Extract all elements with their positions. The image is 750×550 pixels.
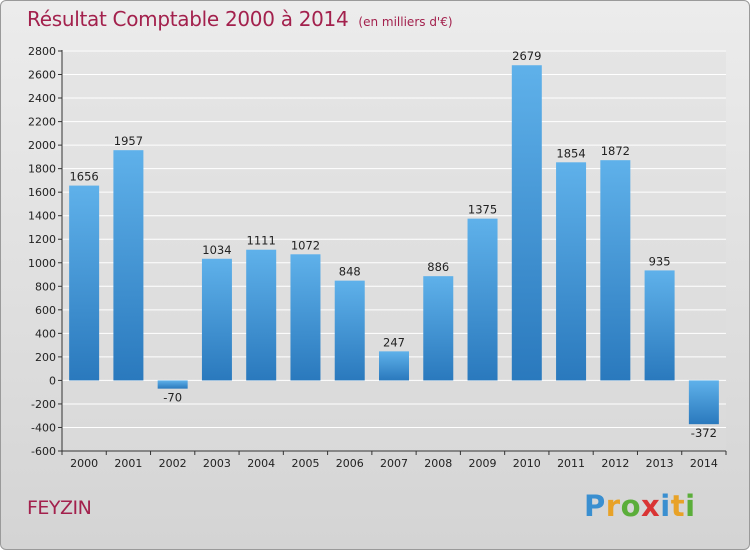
y-tick-label: -600	[31, 445, 56, 458]
y-tick-label: 2000	[28, 139, 56, 152]
data-label: 247	[383, 335, 405, 349]
y-tick-label: 1800	[28, 163, 56, 176]
y-tick-label: 2400	[28, 92, 56, 105]
x-tick-label: 2005	[291, 457, 319, 470]
x-tick-label: 2004	[247, 457, 275, 470]
bar-2003	[201, 258, 232, 381]
data-label: 935	[649, 254, 671, 268]
x-tick-label: 2007	[380, 457, 408, 470]
data-label: 1854	[556, 146, 585, 160]
bar-2006	[334, 280, 365, 381]
x-tick-label: 2003	[203, 457, 231, 470]
bar-2007	[379, 351, 409, 381]
bar-2002	[157, 380, 188, 389]
y-tick-label: 2800	[28, 45, 56, 58]
y-tick-label: 0	[49, 374, 56, 387]
chart-subtitle: (en milliers d'€)	[358, 15, 453, 29]
y-tick-label: 2200	[28, 116, 56, 129]
logo-letter: o	[620, 489, 642, 523]
y-tick-label: -400	[31, 421, 56, 434]
y-tick-label: 400	[35, 327, 56, 340]
x-tick-label: 2001	[114, 457, 142, 470]
commune-name: FEYZIN	[27, 497, 92, 519]
bar-2001	[113, 150, 144, 381]
x-tick-label: 2013	[646, 457, 674, 470]
x-tick-label: 2014	[690, 457, 718, 470]
logo-letter: t	[670, 489, 686, 523]
bar-2012	[600, 160, 631, 381]
bar-2004	[246, 249, 277, 381]
logo-letter: i	[685, 489, 696, 523]
bar-2013	[644, 270, 675, 381]
y-tick-label: 600	[35, 304, 56, 317]
data-label: 2679	[512, 49, 541, 63]
bar-2011	[556, 162, 587, 381]
y-tick-label: 1200	[28, 233, 56, 246]
data-label: 1656	[69, 170, 98, 184]
data-label: 1957	[114, 134, 143, 148]
bars	[69, 65, 719, 425]
data-label: 1111	[247, 234, 276, 248]
data-label: 1872	[601, 144, 630, 158]
title-row: Résultat Comptable 2000 à 2014 (en millie…	[27, 7, 453, 31]
logo-letter: r	[605, 489, 621, 523]
y-tick-label: -200	[31, 398, 56, 411]
logo-letter: P	[584, 489, 606, 523]
bar-2010	[511, 65, 542, 381]
logo-letter: x	[641, 489, 661, 523]
logo-letter: i	[660, 489, 671, 523]
bar-2000	[69, 185, 100, 381]
bar-2008	[423, 276, 454, 381]
x-tick-label: 2010	[513, 457, 541, 470]
bar-2005	[290, 254, 321, 381]
x-tick-label: 2006	[336, 457, 364, 470]
x-tick-label: 2008	[424, 457, 452, 470]
data-label: 1072	[291, 238, 320, 252]
data-label: 1034	[202, 243, 231, 257]
x-tick-label: 2009	[469, 457, 497, 470]
bar-2014	[688, 380, 719, 425]
bar-2009	[467, 218, 498, 381]
chart-title: Résultat Comptable 2000 à 2014	[27, 7, 349, 31]
y-tick-label: 1000	[28, 257, 56, 270]
data-label: -70	[163, 391, 182, 405]
data-label: -372	[691, 426, 717, 440]
y-tick-label: 800	[35, 280, 56, 293]
y-tick-label: 200	[35, 351, 56, 364]
y-tick-label: 1600	[28, 186, 56, 199]
y-tick-label: 2600	[28, 69, 56, 82]
axes: -600 -400 -200 0 200 400 600 800 1000 1200 1400 160…	[28, 45, 727, 470]
proxiti-logo[interactable]: Proxiti	[584, 489, 696, 523]
data-labels: 1656 1957 -70 1034 1111 1072 848 247 886 1375 2679…	[69, 49, 716, 440]
x-tick-label: 2012	[601, 457, 629, 470]
x-tick-label: 2011	[557, 457, 585, 470]
data-label: 886	[427, 260, 449, 274]
x-tick-label: 2000	[70, 457, 98, 470]
y-tick-label: 1400	[28, 210, 56, 223]
x-tick-label: 2002	[159, 457, 187, 470]
data-label: 1375	[468, 203, 497, 217]
data-label: 848	[339, 265, 361, 279]
